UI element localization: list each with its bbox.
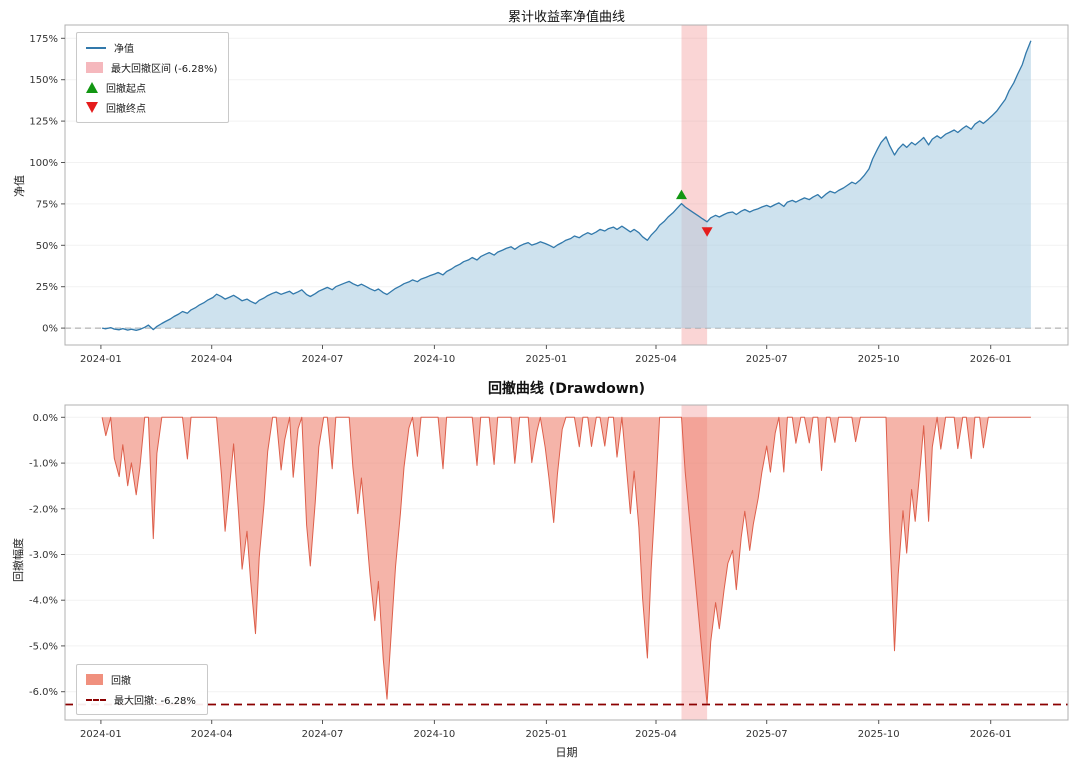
svg-text:2025-01: 2025-01 bbox=[526, 729, 568, 740]
legend-label-drawdown-start: 回撤起点 bbox=[106, 84, 146, 95]
svg-text:0%: 0% bbox=[42, 324, 58, 335]
svg-text:2024-10: 2024-10 bbox=[414, 354, 456, 365]
drawdown-line bbox=[101, 416, 1031, 705]
svg-text:2025-01: 2025-01 bbox=[526, 354, 568, 365]
svg-text:150%: 150% bbox=[29, 75, 58, 86]
legend-item-max-drawdown-line: 最大回撤: -6.28% bbox=[86, 692, 196, 707]
drawdown-chart-legend: 回撤 最大回撤: -6.28% bbox=[76, 664, 208, 715]
net-value-area bbox=[102, 40, 1031, 331]
svg-text:2025-04: 2025-04 bbox=[635, 354, 677, 365]
drawdown-start-marker bbox=[676, 189, 687, 200]
svg-text:2024-04: 2024-04 bbox=[191, 354, 233, 365]
dashed-line-swatch-icon bbox=[86, 698, 106, 701]
svg-text:2025-07: 2025-07 bbox=[746, 729, 788, 740]
net-chart-legend: 净值 最大回撤区间 (-6.28%) 回撤起点 回撤终点 bbox=[76, 32, 230, 123]
svg-text:2024-04: 2024-04 bbox=[191, 729, 233, 740]
net-chart-y-axis-label: 净值 bbox=[13, 175, 26, 197]
legend-label-max-drawdown-line: 最大回撤: -6.28% bbox=[114, 696, 196, 707]
svg-text:175%: 175% bbox=[29, 34, 58, 45]
svg-text:2026-01: 2026-01 bbox=[970, 354, 1012, 365]
svg-text:75%: 75% bbox=[36, 199, 58, 210]
triangle-down-icon bbox=[86, 102, 98, 113]
svg-text:-1.0%: -1.0% bbox=[29, 459, 58, 470]
drawdown-chart-title: 回撤曲线 (Drawdown) bbox=[487, 381, 646, 397]
net-chart-title: 累计收益率净值曲线 bbox=[507, 10, 625, 25]
svg-text:100%: 100% bbox=[29, 158, 58, 169]
svg-text:2025-10: 2025-10 bbox=[858, 354, 900, 365]
svg-text:2024-01: 2024-01 bbox=[80, 729, 122, 740]
triangle-up-icon bbox=[86, 82, 98, 93]
drawdown-chart-y-axis-label: 回撤幅度 bbox=[12, 538, 25, 582]
svg-text:125%: 125% bbox=[29, 117, 58, 128]
svg-text:2024-01: 2024-01 bbox=[80, 354, 122, 365]
svg-text:2026-01: 2026-01 bbox=[970, 729, 1012, 740]
net-value-line bbox=[101, 40, 1032, 332]
svg-text:2024-10: 2024-10 bbox=[414, 729, 456, 740]
svg-text:-4.0%: -4.0% bbox=[29, 596, 58, 607]
legend-label-net-value: 净值 bbox=[114, 44, 134, 55]
x-axis-label: 日期 bbox=[555, 746, 578, 759]
net-line-swatch-icon bbox=[86, 46, 106, 49]
svg-text:-3.0%: -3.0% bbox=[29, 550, 58, 561]
legend-item-drawdown: 回撤 bbox=[86, 672, 196, 687]
svg-text:-5.0%: -5.0% bbox=[29, 641, 58, 652]
svg-text:50%: 50% bbox=[36, 241, 58, 252]
svg-text:2024-07: 2024-07 bbox=[302, 729, 344, 740]
drawdown-patch-swatch-icon bbox=[86, 674, 103, 685]
svg-text:2025-10: 2025-10 bbox=[858, 729, 900, 740]
legend-label-drawdown: 回撤 bbox=[111, 676, 131, 687]
svg-text:0.0%: 0.0% bbox=[33, 413, 58, 424]
svg-text:2025-07: 2025-07 bbox=[746, 354, 788, 365]
legend-label-max-drawdown-band: 最大回撤区间 (-6.28%) bbox=[111, 64, 218, 75]
svg-text:2025-04: 2025-04 bbox=[635, 729, 677, 740]
svg-text:-6.0%: -6.0% bbox=[29, 687, 58, 698]
legend-item-net-value: 净值 bbox=[86, 40, 217, 55]
band-patch-swatch-icon bbox=[86, 62, 103, 73]
svg-text:2024-07: 2024-07 bbox=[302, 354, 344, 365]
svg-text:-2.0%: -2.0% bbox=[29, 504, 58, 515]
svg-text:25%: 25% bbox=[36, 282, 58, 293]
legend-label-drawdown-end: 回撤终点 bbox=[106, 104, 146, 115]
legend-item-drawdown-end: 回撤终点 bbox=[86, 100, 217, 115]
drawdown-end-marker bbox=[701, 227, 713, 237]
legend-item-max-drawdown-band: 最大回撤区间 (-6.28%) bbox=[86, 60, 217, 75]
legend-item-drawdown-start: 回撤起点 bbox=[86, 80, 217, 95]
